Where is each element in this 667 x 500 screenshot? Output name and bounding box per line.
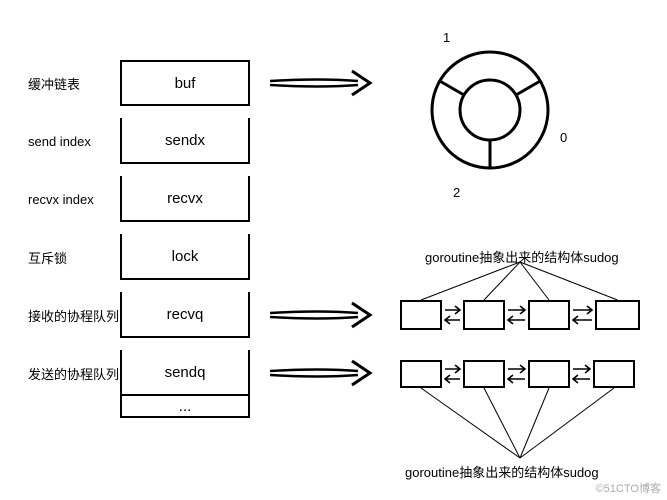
watermark: ©51CTO博客 [596,480,661,496]
sudog-bottom-caption: goroutine抽象出来的结构体sudog [405,462,599,481]
sudog-bottom-connectors [0,0,667,500]
